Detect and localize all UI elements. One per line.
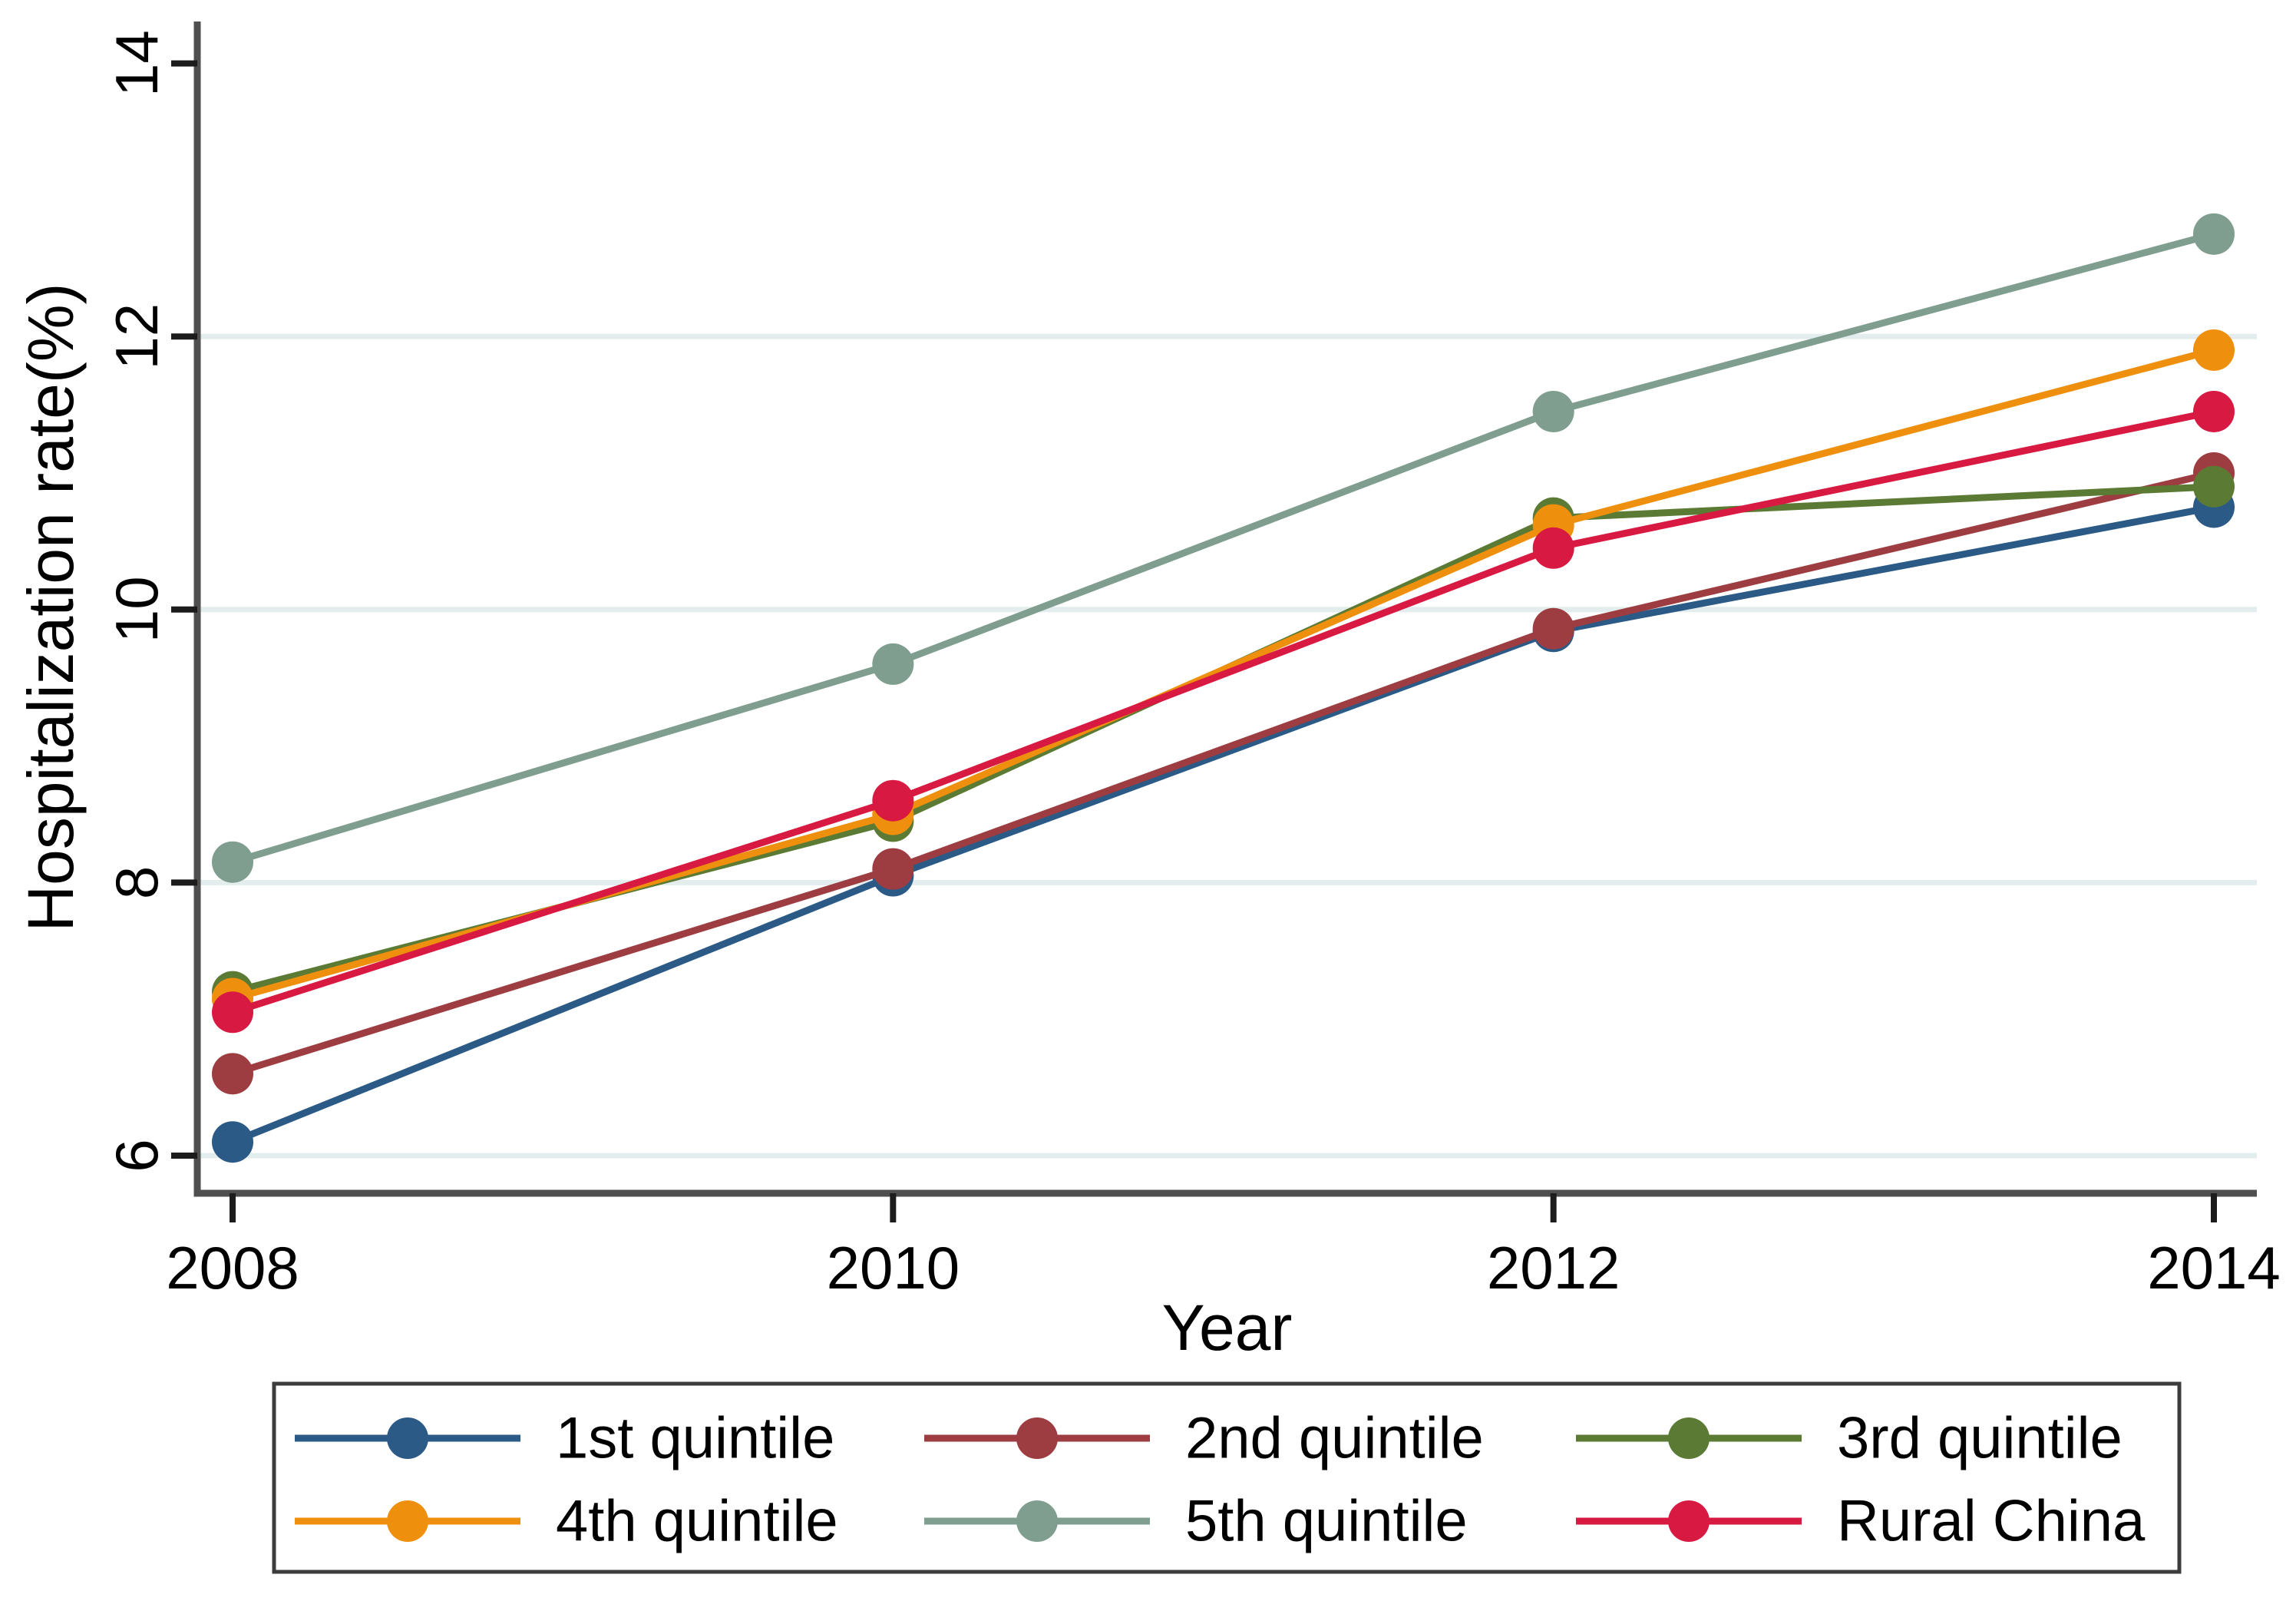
series-marker-2nd-quintile-2008: [212, 1053, 253, 1095]
y-axis-title: Hospitalization rate(%): [15, 283, 87, 931]
legend-label-5th-quintile: 5th quintile: [1185, 1489, 1468, 1554]
legend-label-2nd-quintile: 2nd quintile: [1185, 1406, 1484, 1471]
legend-marker-4th-quintile: [387, 1500, 428, 1542]
y-tick-label-12: 12: [103, 303, 170, 370]
y-tick-label-6: 6: [103, 1139, 170, 1172]
x-tick-label-2008: 2008: [166, 1234, 299, 1302]
legend-marker-5th-quintile: [1016, 1500, 1058, 1542]
series-marker-rural-china-2014: [2193, 390, 2235, 432]
series-marker-rural-china-2012: [1532, 527, 1574, 569]
x-axis-title: Year: [1162, 1292, 1293, 1364]
series-line-2nd-quintile: [231, 469, 2215, 1077]
y-tick-label-8: 8: [103, 866, 170, 899]
x-tick-label-2010: 2010: [827, 1234, 960, 1302]
series-marker-4th-quintile-2014: [2193, 329, 2235, 371]
legend-marker-2nd-quintile: [1016, 1417, 1058, 1459]
legend-label-4th-quintile: 4th quintile: [556, 1489, 838, 1554]
series-marker-5th-quintile-2010: [872, 643, 914, 685]
series-line-5th-quintile: [231, 230, 2215, 866]
series-line-1st-quintile: [231, 504, 2215, 1146]
series-marker-5th-quintile-2014: [2193, 213, 2235, 255]
series-line-rural-china: [231, 408, 2215, 1016]
legend-label-3rd-quintile: 3rd quintile: [1837, 1406, 2123, 1471]
legend-label-1st-quintile: 1st quintile: [556, 1406, 834, 1471]
series-marker-2nd-quintile-2010: [872, 848, 914, 890]
x-tick-label-2014: 2014: [2147, 1234, 2281, 1302]
legend-box: [272, 1381, 2182, 1574]
y-tick-label-10: 10: [103, 576, 170, 643]
legend-marker-rural-china: [1668, 1500, 1710, 1542]
series-marker-rural-china-2008: [212, 991, 253, 1034]
series-marker-1st-quintile-2008: [212, 1121, 253, 1163]
x-tick-label-2012: 2012: [1487, 1234, 1620, 1302]
legend-label-rural-china: Rural China: [1837, 1489, 2146, 1554]
legend-marker-1st-quintile: [387, 1417, 428, 1459]
y-tick-label-14: 14: [103, 30, 170, 97]
legend-marker-3rd-quintile: [1668, 1417, 1710, 1459]
series-marker-3rd-quintile-2014: [2193, 465, 2235, 508]
series-marker-rural-china-2010: [872, 779, 914, 822]
series-marker-2nd-quintile-2012: [1532, 607, 1574, 650]
series-marker-5th-quintile-2012: [1532, 390, 1574, 432]
series-marker-5th-quintile-2008: [212, 841, 253, 883]
